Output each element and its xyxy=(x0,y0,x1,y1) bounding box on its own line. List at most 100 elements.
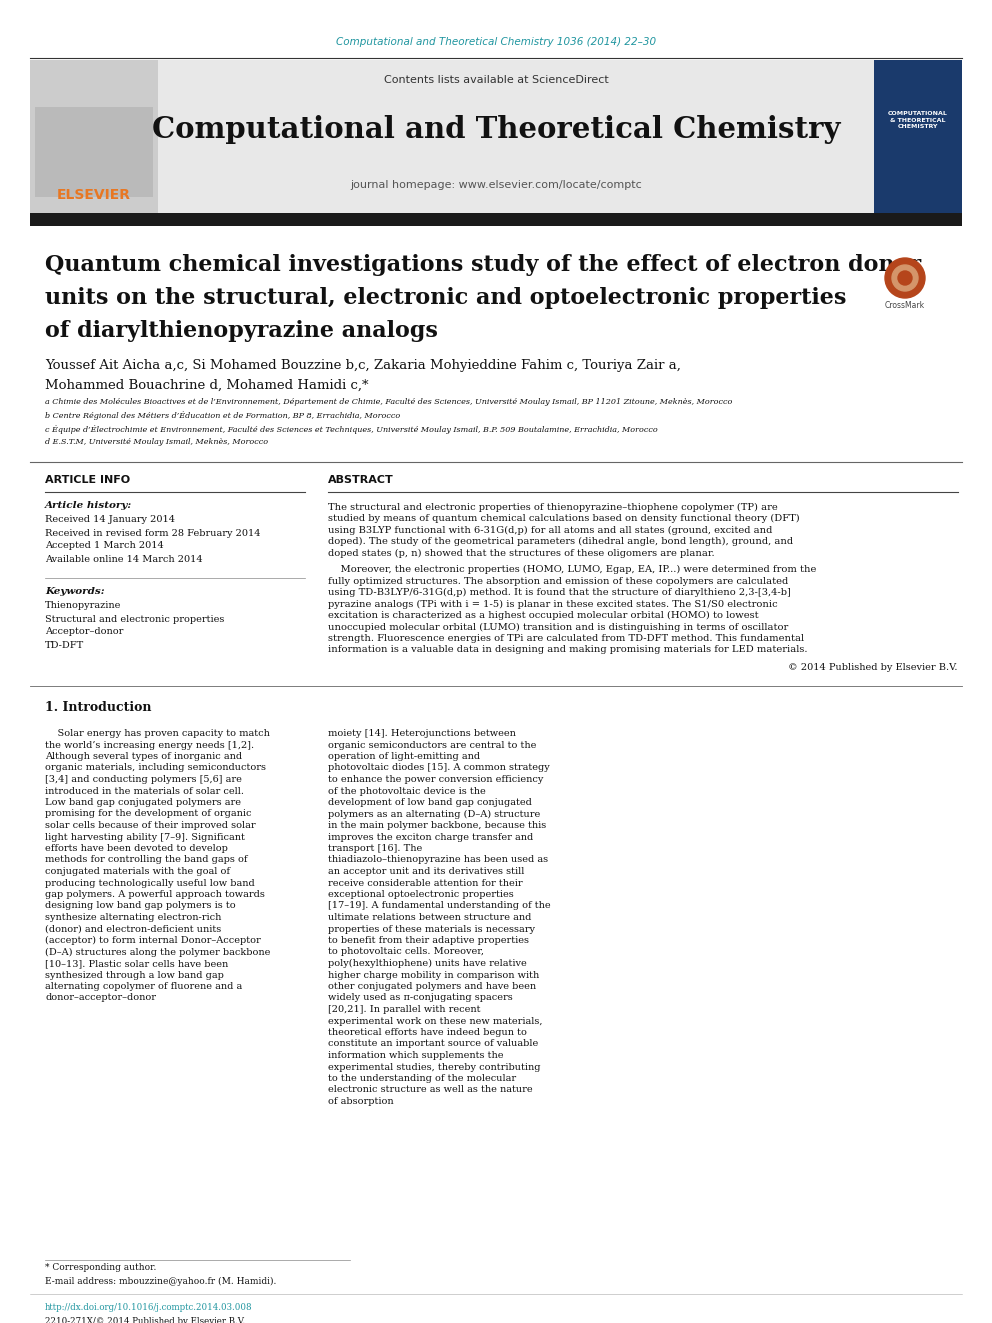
Text: to the understanding of the molecular: to the understanding of the molecular xyxy=(328,1074,516,1084)
Text: experimental studies, thereby contributing: experimental studies, thereby contributi… xyxy=(328,1062,541,1072)
Text: organic semiconductors are central to the: organic semiconductors are central to th… xyxy=(328,741,537,750)
Text: methods for controlling the band gaps of: methods for controlling the band gaps of xyxy=(45,856,247,864)
Text: synthesize alternating electron-rich: synthesize alternating electron-rich xyxy=(45,913,221,922)
Bar xyxy=(874,60,962,216)
Text: ABSTRACT: ABSTRACT xyxy=(328,475,394,486)
Text: [17–19]. A fundamental understanding of the: [17–19]. A fundamental understanding of … xyxy=(328,901,551,910)
Text: [20,21]. In parallel with recent: [20,21]. In parallel with recent xyxy=(328,1005,480,1013)
Text: studied by means of quantum chemical calculations based on density functional th: studied by means of quantum chemical cal… xyxy=(328,513,800,523)
Text: of absorption: of absorption xyxy=(328,1097,394,1106)
Text: E-mail address: mbouzzine@yahoo.fr (M. Hamidi).: E-mail address: mbouzzine@yahoo.fr (M. H… xyxy=(45,1277,277,1286)
Text: Moreover, the electronic properties (HOMO, LUMO, Egap, EA, IP...) were determine: Moreover, the electronic properties (HOM… xyxy=(328,565,816,574)
Text: * Corresponding author.: * Corresponding author. xyxy=(45,1263,157,1273)
Text: Available online 14 March 2014: Available online 14 March 2014 xyxy=(45,554,202,564)
Text: pyrazine analogs (TPi with i = 1-5) is planar in these excited states. The S1/S0: pyrazine analogs (TPi with i = 1-5) is p… xyxy=(328,599,778,609)
Text: unoccupied molecular orbital (LUMO) transition and is distinguishing in terms of: unoccupied molecular orbital (LUMO) tran… xyxy=(328,622,789,631)
Text: (donor) and electron-deficient units: (donor) and electron-deficient units xyxy=(45,925,221,934)
Text: electronic structure as well as the nature: electronic structure as well as the natu… xyxy=(328,1085,533,1094)
Text: CrossMark: CrossMark xyxy=(885,302,926,311)
Text: efforts have been devoted to develop: efforts have been devoted to develop xyxy=(45,844,228,853)
Text: operation of light-emitting and: operation of light-emitting and xyxy=(328,751,480,761)
Text: producing technologically useful low band: producing technologically useful low ban… xyxy=(45,878,255,888)
Text: doped states (p, n) showed that the structures of these oligomers are planar.: doped states (p, n) showed that the stru… xyxy=(328,549,714,557)
Text: to photovoltaic cells. Moreover,: to photovoltaic cells. Moreover, xyxy=(328,947,484,957)
Text: a Chimie des Molécules Bioactives et de l’Environnement, Département de Chimie, : a Chimie des Molécules Bioactives et de … xyxy=(45,398,732,406)
Text: improves the exciton charge transfer and: improves the exciton charge transfer and xyxy=(328,832,534,841)
Text: solar cells because of their improved solar: solar cells because of their improved so… xyxy=(45,822,256,830)
Text: using B3LYP functional with 6-31G(d,p) for all atoms and all states (ground, exc: using B3LYP functional with 6-31G(d,p) f… xyxy=(328,525,773,534)
Text: Mohammed Bouachrine d, Mohamed Hamidi c,*: Mohammed Bouachrine d, Mohamed Hamidi c,… xyxy=(45,378,368,392)
Bar xyxy=(35,107,153,197)
Text: COMPUTATIONAL
& THEORETICAL
CHEMISTRY: COMPUTATIONAL & THEORETICAL CHEMISTRY xyxy=(888,111,948,130)
Text: Solar energy has proven capacity to match: Solar energy has proven capacity to matc… xyxy=(45,729,270,738)
Text: c Équipe d’Électrochimie et Environnement, Faculté des Sciences et Techniques, U: c Équipe d’Électrochimie et Environnemen… xyxy=(45,425,658,434)
Text: experimental work on these new materials,: experimental work on these new materials… xyxy=(328,1016,543,1025)
Text: properties of these materials is necessary: properties of these materials is necessa… xyxy=(328,925,535,934)
Text: information which supplements the: information which supplements the xyxy=(328,1050,504,1060)
Text: Keywords:: Keywords: xyxy=(45,587,104,597)
Text: the world’s increasing energy needs [1,2].: the world’s increasing energy needs [1,2… xyxy=(45,741,254,750)
Text: development of low band gap conjugated: development of low band gap conjugated xyxy=(328,798,532,807)
Text: Computational and Theoretical Chemistry: Computational and Theoretical Chemistry xyxy=(152,115,840,144)
Bar xyxy=(30,60,158,216)
Text: strength. Fluorescence energies of TPi are calculated from TD-DFT method. This f: strength. Fluorescence energies of TPi a… xyxy=(328,634,805,643)
Text: thiadiazolo–thienopyrazine has been used as: thiadiazolo–thienopyrazine has been used… xyxy=(328,856,549,864)
Text: 1. Introduction: 1. Introduction xyxy=(45,701,152,714)
Text: conjugated materials with the goal of: conjugated materials with the goal of xyxy=(45,867,230,876)
Text: ELSEVIER: ELSEVIER xyxy=(57,188,131,202)
Text: to enhance the power conversion efficiency: to enhance the power conversion efficien… xyxy=(328,775,544,785)
Text: theoretical efforts have indeed begun to: theoretical efforts have indeed begun to xyxy=(328,1028,527,1037)
Text: Acceptor–donor: Acceptor–donor xyxy=(45,627,123,636)
Text: doped). The study of the geometrical parameters (dihedral angle, bond length), g: doped). The study of the geometrical par… xyxy=(328,537,794,546)
Text: excitation is characterized as a highest occupied molecular orbital (HOMO) to lo: excitation is characterized as a highest… xyxy=(328,611,759,620)
Text: (D–A) structures along the polymer backbone: (D–A) structures along the polymer backb… xyxy=(45,947,271,957)
Text: [3,4] and conducting polymers [5,6] are: [3,4] and conducting polymers [5,6] are xyxy=(45,775,242,785)
Text: organic materials, including semiconductors: organic materials, including semiconduct… xyxy=(45,763,266,773)
Text: alternating copolymer of fluorene and a: alternating copolymer of fluorene and a xyxy=(45,982,242,991)
Text: an acceptor unit and its derivatives still: an acceptor unit and its derivatives sti… xyxy=(328,867,525,876)
Text: Accepted 1 March 2014: Accepted 1 March 2014 xyxy=(45,541,164,550)
Text: Received in revised form 28 February 2014: Received in revised form 28 February 201… xyxy=(45,528,261,537)
Circle shape xyxy=(885,258,925,298)
Text: journal homepage: www.elsevier.com/locate/comptc: journal homepage: www.elsevier.com/locat… xyxy=(350,180,642,191)
Text: transport [16]. The: transport [16]. The xyxy=(328,844,423,853)
Text: Article history:: Article history: xyxy=(45,501,132,511)
Text: Low band gap conjugated polymers are: Low band gap conjugated polymers are xyxy=(45,798,241,807)
Text: The structural and electronic properties of thienopyrazine–thiophene copolymer (: The structural and electronic properties… xyxy=(328,503,778,512)
Text: TD-DFT: TD-DFT xyxy=(45,640,84,650)
Text: b Centre Régional des Métiers d’Éducation et de Formation, BP 8, Errachidia, Mor: b Centre Régional des Métiers d’Éducatio… xyxy=(45,411,400,419)
Text: [10–13]. Plastic solar cells have been: [10–13]. Plastic solar cells have been xyxy=(45,959,228,968)
Text: Computational and Theoretical Chemistry 1036 (2014) 22–30: Computational and Theoretical Chemistry … xyxy=(336,37,656,48)
Text: poly(hexylthiophene) units have relative: poly(hexylthiophene) units have relative xyxy=(328,959,527,968)
Text: donor–acceptor–donor: donor–acceptor–donor xyxy=(45,994,156,1003)
Text: moiety [14]. Heterojunctions between: moiety [14]. Heterojunctions between xyxy=(328,729,516,738)
Text: http://dx.doi.org/10.1016/j.comptc.2014.03.008: http://dx.doi.org/10.1016/j.comptc.2014.… xyxy=(45,1303,253,1312)
Text: Received 14 January 2014: Received 14 January 2014 xyxy=(45,516,175,524)
Text: in the main polymer backbone, because this: in the main polymer backbone, because th… xyxy=(328,822,547,830)
Circle shape xyxy=(898,271,912,284)
Text: information is a valuable data in designing and making promising materials for L: information is a valuable data in design… xyxy=(328,646,807,655)
Text: other conjugated polymers and have been: other conjugated polymers and have been xyxy=(328,982,536,991)
Text: synthesized through a low band gap: synthesized through a low band gap xyxy=(45,971,224,979)
Text: © 2014 Published by Elsevier B.V.: © 2014 Published by Elsevier B.V. xyxy=(789,663,958,672)
Text: Although several types of inorganic and: Although several types of inorganic and xyxy=(45,751,242,761)
Text: constitute an important source of valuable: constitute an important source of valuab… xyxy=(328,1040,539,1049)
Text: d E.S.T.M, Université Moulay Ismail, Meknès, Morocco: d E.S.T.M, Université Moulay Ismail, Mek… xyxy=(45,438,268,446)
Text: of the photovoltaic device is the: of the photovoltaic device is the xyxy=(328,786,486,795)
Text: ultimate relations between structure and: ultimate relations between structure and xyxy=(328,913,532,922)
Text: designing low band gap polymers is to: designing low band gap polymers is to xyxy=(45,901,236,910)
Text: polymers as an alternating (D–A) structure: polymers as an alternating (D–A) structu… xyxy=(328,810,541,819)
Circle shape xyxy=(892,265,918,291)
Bar xyxy=(30,60,962,216)
Text: promising for the development of organic: promising for the development of organic xyxy=(45,810,252,819)
Text: to benefit from their adaptive properties: to benefit from their adaptive propertie… xyxy=(328,935,529,945)
Text: photovoltaic diodes [15]. A common strategy: photovoltaic diodes [15]. A common strat… xyxy=(328,763,550,773)
Text: introduced in the materials of solar cell.: introduced in the materials of solar cel… xyxy=(45,786,244,795)
Text: Structural and electronic properties: Structural and electronic properties xyxy=(45,614,224,623)
Text: widely used as π-conjugating spacers: widely used as π-conjugating spacers xyxy=(328,994,513,1003)
Text: of diarylthienopyrazine analogs: of diarylthienopyrazine analogs xyxy=(45,320,437,343)
Text: fully optimized structures. The absorption and emission of these copolymers are : fully optimized structures. The absorpti… xyxy=(328,577,789,586)
Text: higher charge mobility in comparison with: higher charge mobility in comparison wit… xyxy=(328,971,540,979)
Text: gap polymers. A powerful approach towards: gap polymers. A powerful approach toward… xyxy=(45,890,265,900)
Text: units on the structural, electronic and optoelectronic properties: units on the structural, electronic and … xyxy=(45,287,846,310)
